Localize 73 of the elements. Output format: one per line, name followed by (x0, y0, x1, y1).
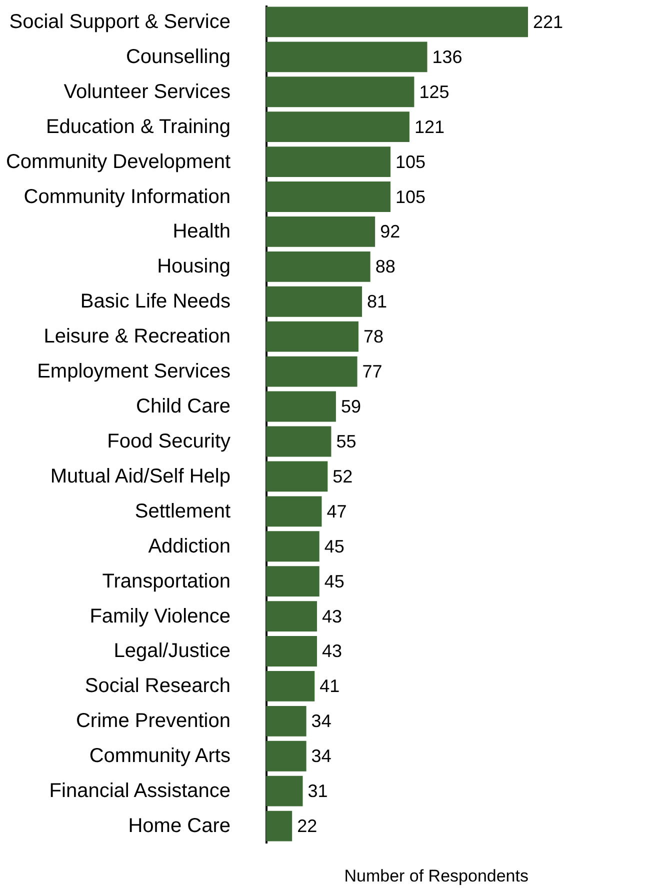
y-tick-label: Community Information (24, 186, 230, 208)
bar (266, 146, 390, 178)
data-label: 88 (375, 256, 396, 277)
bar (266, 182, 390, 212)
data-label: 43 (322, 641, 342, 662)
data-label: 59 (340, 396, 361, 417)
data-label: 81 (367, 292, 388, 312)
data-label: 43 (322, 606, 342, 626)
data-label: 41 (320, 676, 340, 696)
data-label: 34 (311, 746, 332, 766)
bar (266, 391, 336, 422)
bar (266, 321, 358, 352)
data-label: 34 (311, 711, 332, 732)
bar (266, 42, 428, 72)
bar (266, 670, 315, 702)
y-tick-label: Employment Services (37, 360, 230, 383)
y-tick-label: Financial Assistance (49, 780, 230, 802)
y-tick-label: Crime Prevention (76, 710, 230, 732)
y-tick-label: Legal/Justice (114, 640, 230, 662)
bar (266, 356, 358, 387)
y-tick-label: Basic Life Needs (80, 290, 230, 313)
data-label: 52 (332, 466, 353, 486)
bar (266, 112, 410, 142)
data-label: 31 (308, 781, 328, 802)
data-label: 121 (414, 116, 444, 137)
bar (266, 426, 332, 457)
y-tick-label: Volunteer Services (64, 80, 230, 103)
bar (266, 601, 317, 632)
bar (266, 461, 328, 492)
y-tick-label: Food Security (107, 430, 230, 452)
data-label: 45 (324, 571, 344, 592)
y-tick-label: Settlement (134, 500, 231, 522)
data-label: 78 (363, 326, 384, 347)
bar (266, 740, 306, 772)
y-tick-label: Addiction (148, 535, 230, 558)
data-label: 77 (362, 362, 382, 382)
y-tick-label: Leisure & Recreation (44, 326, 230, 348)
y-tick-label: Home Care (128, 815, 230, 838)
data-label: 55 (336, 431, 356, 452)
bar (266, 531, 320, 562)
y-tick-label: Counselling (126, 46, 230, 68)
bar (266, 496, 322, 527)
y-tick-label: Community Arts (89, 745, 230, 768)
data-label: 45 (324, 536, 344, 556)
y-tick-label: Social Support & Service (9, 10, 230, 33)
y-tick-label: Social Research (84, 675, 230, 698)
bar (266, 6, 528, 38)
data-label: 136 (432, 46, 462, 67)
data-label: 22 (297, 816, 318, 836)
data-label: 105 (395, 152, 426, 172)
y-tick-label: Health (172, 220, 230, 243)
y-tick-label: Family Violence (90, 605, 230, 628)
bar (266, 636, 317, 666)
y-tick-label: Transportation (102, 570, 230, 592)
bar (266, 286, 362, 317)
bar (266, 776, 303, 806)
y-tick-label: Mutual Aid/Self Help (50, 465, 230, 488)
data-label: 221 (533, 12, 564, 32)
bar (266, 566, 320, 597)
x-axis-title: Number of Respondents (344, 866, 528, 886)
bar (266, 251, 370, 282)
y-tick-label: Child Care (136, 396, 230, 418)
bar (266, 76, 414, 108)
data-label: 125 (419, 82, 450, 102)
bar (266, 810, 292, 842)
y-tick-label: Community Development (6, 150, 231, 173)
data-label: 47 (326, 501, 347, 522)
bar (266, 216, 376, 247)
data-label: 105 (395, 186, 426, 207)
y-tick-label: Education & Training (46, 116, 230, 138)
y-tick-label: Housing (157, 256, 230, 278)
data-label: 92 (380, 222, 400, 242)
bar (266, 706, 306, 736)
